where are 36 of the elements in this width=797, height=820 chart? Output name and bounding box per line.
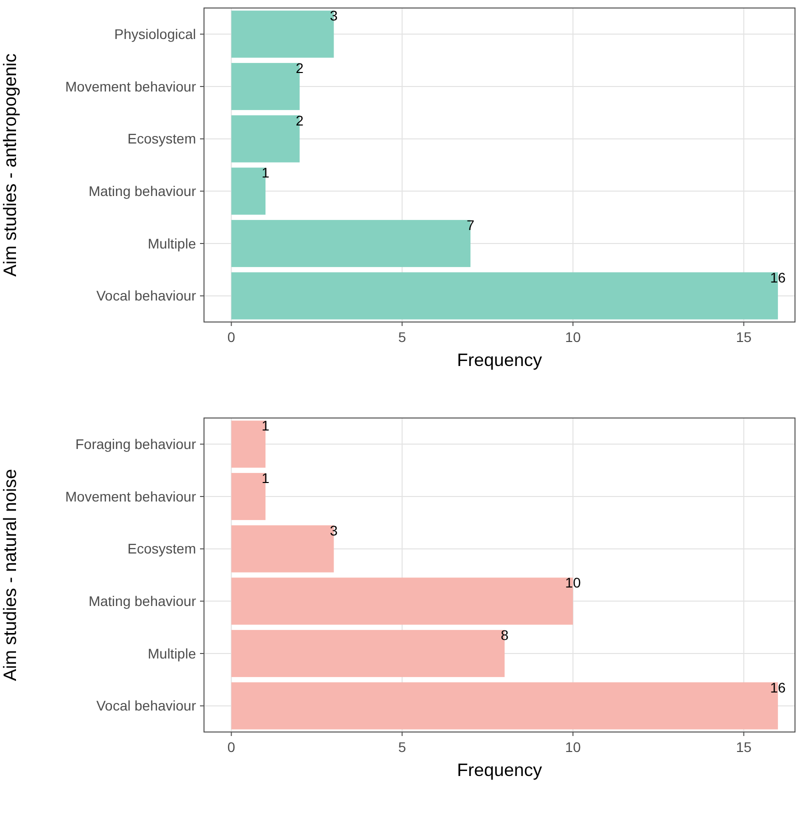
- data-label: 1: [262, 470, 270, 486]
- y-tick-label: Vocal behaviour: [96, 698, 196, 714]
- x-tick-label: 15: [736, 739, 752, 755]
- y-tick-label: Mating behaviour: [88, 593, 196, 610]
- y-tick-label: Mating behaviour: [88, 183, 196, 200]
- data-label: 16: [770, 269, 786, 286]
- x-tick-label: 0: [227, 739, 236, 755]
- x-tick-label: 5: [398, 329, 406, 345]
- data-label: 2: [296, 112, 304, 128]
- x-tick-label: 5: [398, 739, 406, 755]
- y-tick-label: Movement behaviour: [65, 488, 196, 504]
- x-tick-label: 15: [736, 329, 752, 345]
- y-axis-title: Aim studies - anthropogenic: [0, 53, 20, 277]
- x-axis-title: Frequency: [456, 760, 542, 780]
- y-tick-label: Ecosystem: [128, 540, 196, 557]
- y-tick-label: Vocal behaviour: [96, 288, 196, 304]
- x-tick-label: 10: [565, 739, 581, 755]
- x-axis-title: Frequency: [456, 350, 542, 370]
- y-tick-label: Multiple: [148, 645, 196, 662]
- data-label: 1: [262, 164, 270, 181]
- data-label: 7: [466, 216, 475, 233]
- data-label: 2: [296, 60, 304, 76]
- x-tick-label: 10: [565, 329, 581, 345]
- y-tick-label: Foraging behaviour: [75, 436, 196, 452]
- data-label: 3: [330, 522, 338, 538]
- y-tick-label: Multiple: [148, 235, 196, 252]
- y-tick-label: Ecosystem: [128, 130, 196, 147]
- data-label: 1: [262, 418, 270, 434]
- data-label: 8: [500, 626, 509, 643]
- data-label: 16: [770, 679, 786, 696]
- y-tick-label: Physiological: [114, 26, 196, 42]
- x-tick-label: 0: [227, 329, 236, 345]
- data-label: 3: [330, 8, 338, 24]
- y-tick-label: Movement behaviour: [65, 78, 196, 94]
- y-axis-title: Aim studies - natural noise: [0, 468, 20, 682]
- data-label: 10: [565, 574, 581, 591]
